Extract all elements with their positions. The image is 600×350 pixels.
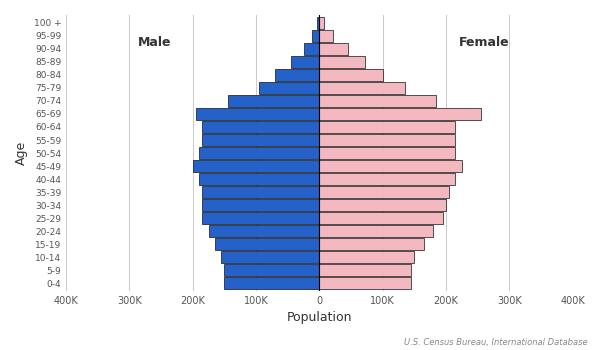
- Bar: [215, 238, 319, 250]
- Bar: [319, 199, 446, 211]
- Bar: [202, 186, 319, 198]
- Bar: [196, 108, 319, 120]
- Bar: [319, 212, 443, 224]
- Bar: [304, 43, 319, 55]
- Bar: [291, 56, 319, 68]
- Bar: [193, 160, 319, 172]
- Bar: [259, 82, 319, 94]
- Bar: [319, 69, 383, 81]
- Bar: [319, 160, 462, 172]
- Bar: [199, 173, 319, 185]
- Bar: [319, 95, 436, 107]
- Text: Male: Male: [138, 36, 172, 49]
- Bar: [224, 264, 319, 276]
- Bar: [312, 30, 319, 42]
- Bar: [319, 251, 415, 263]
- Bar: [224, 278, 319, 289]
- Bar: [275, 69, 319, 81]
- Bar: [319, 82, 405, 94]
- Bar: [319, 30, 333, 42]
- Bar: [319, 238, 424, 250]
- Bar: [221, 251, 319, 263]
- Bar: [319, 147, 455, 159]
- Bar: [319, 121, 455, 133]
- Bar: [319, 173, 455, 185]
- Bar: [202, 121, 319, 133]
- Bar: [319, 278, 411, 289]
- Bar: [227, 95, 319, 107]
- Bar: [319, 17, 325, 29]
- Bar: [319, 186, 449, 198]
- Bar: [319, 225, 433, 237]
- Bar: [209, 225, 319, 237]
- Bar: [319, 134, 455, 146]
- Bar: [319, 43, 348, 55]
- Bar: [319, 56, 365, 68]
- X-axis label: Population: Population: [287, 312, 352, 324]
- Bar: [202, 212, 319, 224]
- Text: Female: Female: [458, 36, 509, 49]
- Bar: [319, 108, 481, 120]
- Y-axis label: Age: Age: [15, 141, 28, 165]
- Bar: [202, 199, 319, 211]
- Bar: [317, 17, 319, 29]
- Bar: [202, 134, 319, 146]
- Text: U.S. Census Bureau, International Database: U.S. Census Bureau, International Databa…: [404, 337, 588, 346]
- Bar: [199, 147, 319, 159]
- Bar: [319, 264, 411, 276]
